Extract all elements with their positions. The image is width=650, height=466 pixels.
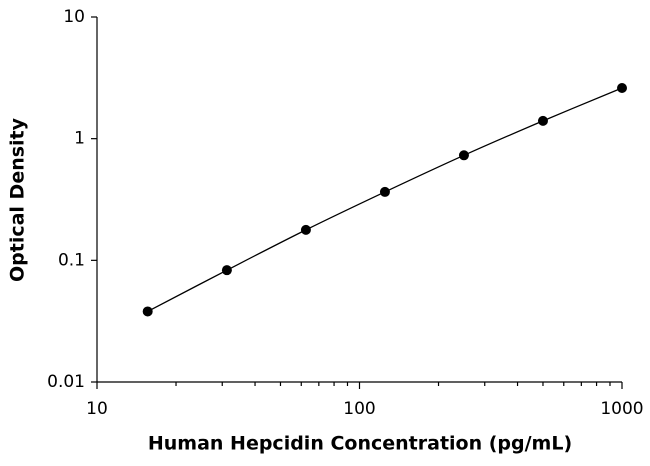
data-point [300,224,311,235]
data-point [537,115,548,126]
data-point [379,186,390,197]
y-tick-label: 1 [74,129,85,149]
y-tick-label: 0.1 [58,250,85,270]
data-point [142,306,153,317]
x-tick-label: 100 [343,399,375,419]
data-point [221,265,232,276]
fit-curve [147,87,623,313]
data-point [458,150,469,161]
x-tick-label: 1000 [600,399,643,419]
y-axis-title: Optical Density [7,117,29,282]
x-tick-label: 10 [86,399,108,419]
x-axis-title: Human Hepcidin Concentration (pg/mL) [148,433,572,455]
data-point [617,82,627,93]
y-tick-label: 0.01 [47,372,85,392]
y-tick-label: 10 [63,7,85,27]
